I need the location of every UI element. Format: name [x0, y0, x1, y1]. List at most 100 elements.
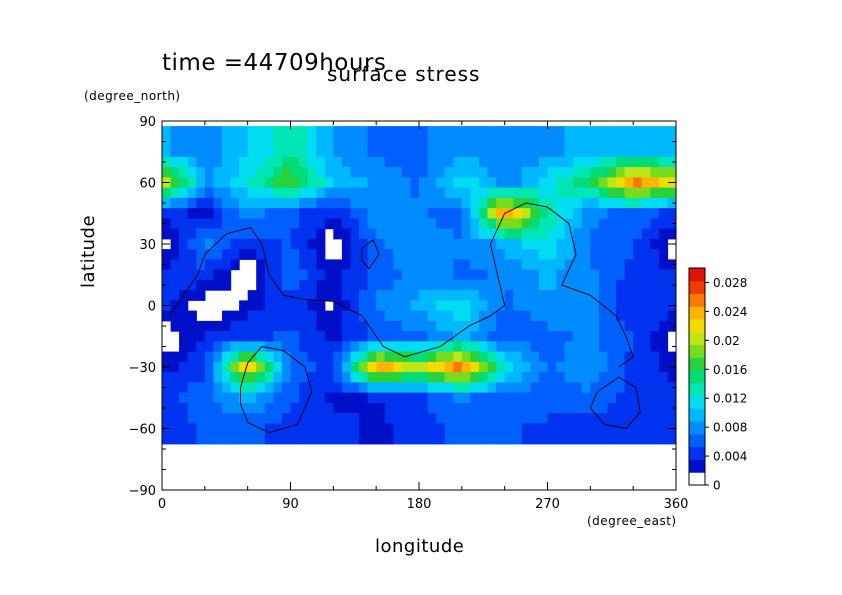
stress-cell — [479, 269, 489, 281]
stress-cell — [556, 331, 566, 342]
stress-cell — [316, 351, 326, 363]
stress-cell — [573, 382, 583, 394]
stress-cell — [658, 402, 669, 414]
stress-cell — [393, 320, 403, 332]
stress-cell — [256, 218, 266, 230]
stress-cell — [367, 331, 377, 342]
stress-cell — [427, 341, 437, 353]
stress-cell — [222, 310, 232, 322]
stress-cell — [247, 372, 257, 383]
stress-cell — [564, 290, 574, 301]
stress-cell — [264, 402, 274, 414]
stress-cell — [616, 331, 626, 342]
stress-cell — [401, 361, 412, 373]
stress-cell — [504, 249, 514, 260]
stress-cell — [333, 269, 343, 281]
stress-cell — [530, 156, 540, 168]
stress-cell — [487, 279, 497, 291]
stress-cell — [461, 208, 471, 219]
stress-cell — [393, 372, 403, 383]
stress-cell — [324, 331, 334, 342]
stress-cell — [658, 300, 669, 312]
stress-cell — [222, 392, 232, 404]
stress-cell — [504, 177, 514, 189]
stress-cell — [187, 341, 197, 353]
stress-cell — [290, 413, 300, 424]
stress-cell — [204, 208, 214, 219]
stress-cell — [547, 300, 557, 312]
stress-cell — [273, 372, 283, 383]
stress-cell — [453, 136, 463, 148]
stress-cell — [230, 136, 240, 148]
stress-cell — [624, 228, 634, 240]
stress-cell — [496, 300, 506, 312]
stress-cell — [290, 218, 300, 230]
stress-cell — [162, 208, 172, 219]
stress-cell — [504, 310, 514, 322]
stress-cell — [641, 392, 651, 404]
stress-cell — [444, 300, 454, 312]
stress-cell — [564, 423, 574, 435]
stress-cell — [556, 249, 566, 260]
stress-cell — [436, 310, 446, 322]
stress-cell — [170, 290, 180, 301]
stress-cell — [444, 187, 454, 199]
stress-cell — [367, 187, 377, 199]
stress-cell — [281, 423, 292, 435]
stress-cell — [521, 259, 531, 271]
stress-cell — [264, 146, 274, 158]
stress-cell — [264, 423, 274, 435]
colorbar-segment — [689, 370, 705, 384]
stress-cell — [367, 402, 377, 414]
stress-cell — [487, 331, 497, 342]
stress-cell — [461, 259, 471, 271]
stress-cell — [436, 361, 446, 373]
stress-cell — [641, 382, 651, 394]
stress-cell — [204, 423, 214, 435]
stress-cell — [607, 126, 617, 137]
stress-cell — [170, 361, 180, 373]
stress-cell — [290, 372, 300, 383]
stress-cell — [616, 300, 626, 312]
stress-cell — [453, 218, 463, 230]
stress-cell — [350, 208, 360, 219]
stress-cell — [436, 392, 446, 404]
stress-cell — [461, 351, 471, 363]
stress-cell — [556, 136, 566, 148]
stress-cell — [633, 187, 643, 199]
stress-cell — [530, 413, 540, 424]
stress-cell — [573, 156, 583, 168]
colorbar-segment — [689, 382, 705, 397]
stress-cell — [641, 218, 651, 230]
stress-cell — [239, 331, 249, 342]
stress-cell — [624, 320, 634, 332]
stress-cell — [487, 187, 497, 199]
stress-cell — [204, 259, 214, 271]
stress-cell — [256, 279, 266, 291]
stress-cell — [479, 228, 489, 240]
x-tick-label: 270 — [535, 497, 560, 512]
stress-cell — [573, 351, 583, 363]
stress-cell — [196, 341, 206, 353]
stress-cell — [410, 423, 420, 435]
stress-cell — [607, 167, 617, 178]
stress-cell — [367, 351, 377, 363]
stress-cell — [487, 238, 497, 250]
stress-cell — [616, 187, 626, 199]
stress-cell — [616, 423, 626, 435]
stress-cell — [359, 279, 369, 291]
stress-cell — [444, 402, 454, 414]
stress-cell — [641, 208, 651, 219]
stress-cell — [496, 361, 506, 373]
stress-cell — [487, 372, 497, 383]
stress-cell — [401, 351, 412, 363]
stress-cell — [196, 372, 206, 383]
stress-cell — [487, 156, 497, 168]
stress-cell — [299, 423, 309, 435]
stress-cell — [419, 126, 429, 137]
stress-cell — [299, 331, 309, 342]
stress-cell — [307, 361, 317, 373]
stress-cell — [556, 187, 566, 199]
stress-cell — [581, 320, 591, 332]
stress-cell — [590, 423, 600, 435]
